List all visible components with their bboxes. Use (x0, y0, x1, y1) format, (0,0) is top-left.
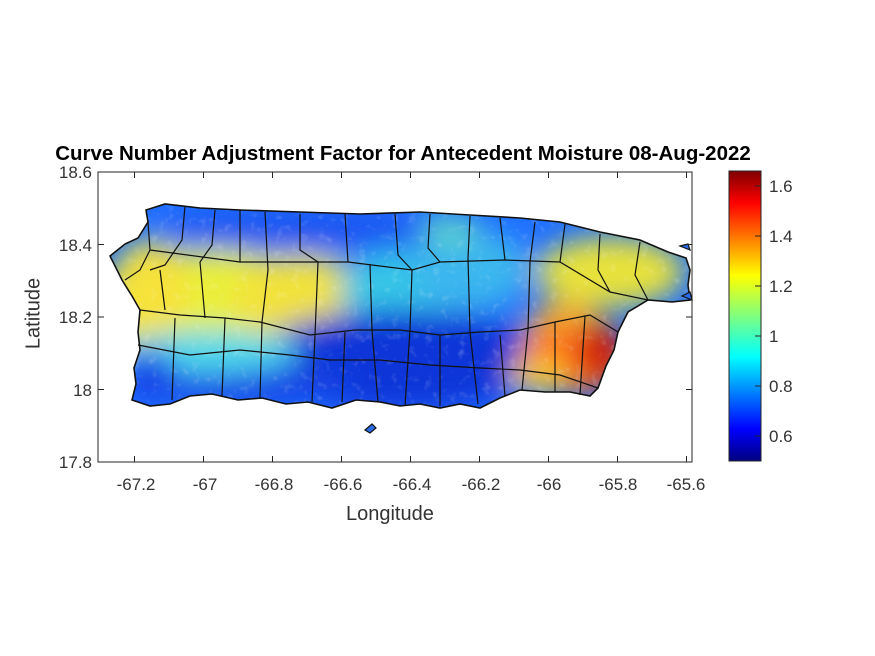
colorbar-gradient (728, 170, 762, 462)
x-tick-label: -66 (537, 475, 562, 494)
colorbar-tick-label: 1.6 (769, 177, 793, 196)
y-tick-label: 18.4 (59, 236, 92, 255)
colorbar-tick-label: 0.6 (769, 427, 793, 446)
y-tick-label: 18.2 (59, 308, 92, 327)
x-tick-label: -65.8 (599, 475, 638, 494)
municipal-boundaries (108, 203, 691, 409)
colorbar-tick-label: 0.8 (769, 377, 793, 396)
x-tick-label: -66.6 (324, 475, 363, 494)
x-tick-label: -66.2 (462, 475, 501, 494)
x-tick-label: -66.4 (393, 475, 432, 494)
x-tick-label: -65.6 (667, 475, 706, 494)
colorbar-tick-label: 1 (769, 327, 778, 346)
y-tick-label: 18 (73, 381, 92, 400)
x-tick-label: -67.2 (117, 475, 156, 494)
x-tick-label: -67 (193, 475, 218, 494)
x-tick-label: -66.8 (255, 475, 294, 494)
offshore-islands (363, 243, 693, 434)
map-title: Curve Number Adjustment Factor for Antec… (55, 142, 751, 165)
colorbar-tick-label: 1.2 (769, 277, 793, 296)
y-tick-label: 18.6 (59, 163, 92, 182)
colorbar: 1.6 1.4 1.2 1 0.8 0.6 (728, 170, 793, 462)
y-tick-label: 17.8 (59, 453, 92, 472)
x-axis-label: Longitude (346, 503, 434, 525)
moisture-heatmap (110, 204, 690, 408)
colorbar-tick-label: 1.4 (769, 227, 793, 246)
